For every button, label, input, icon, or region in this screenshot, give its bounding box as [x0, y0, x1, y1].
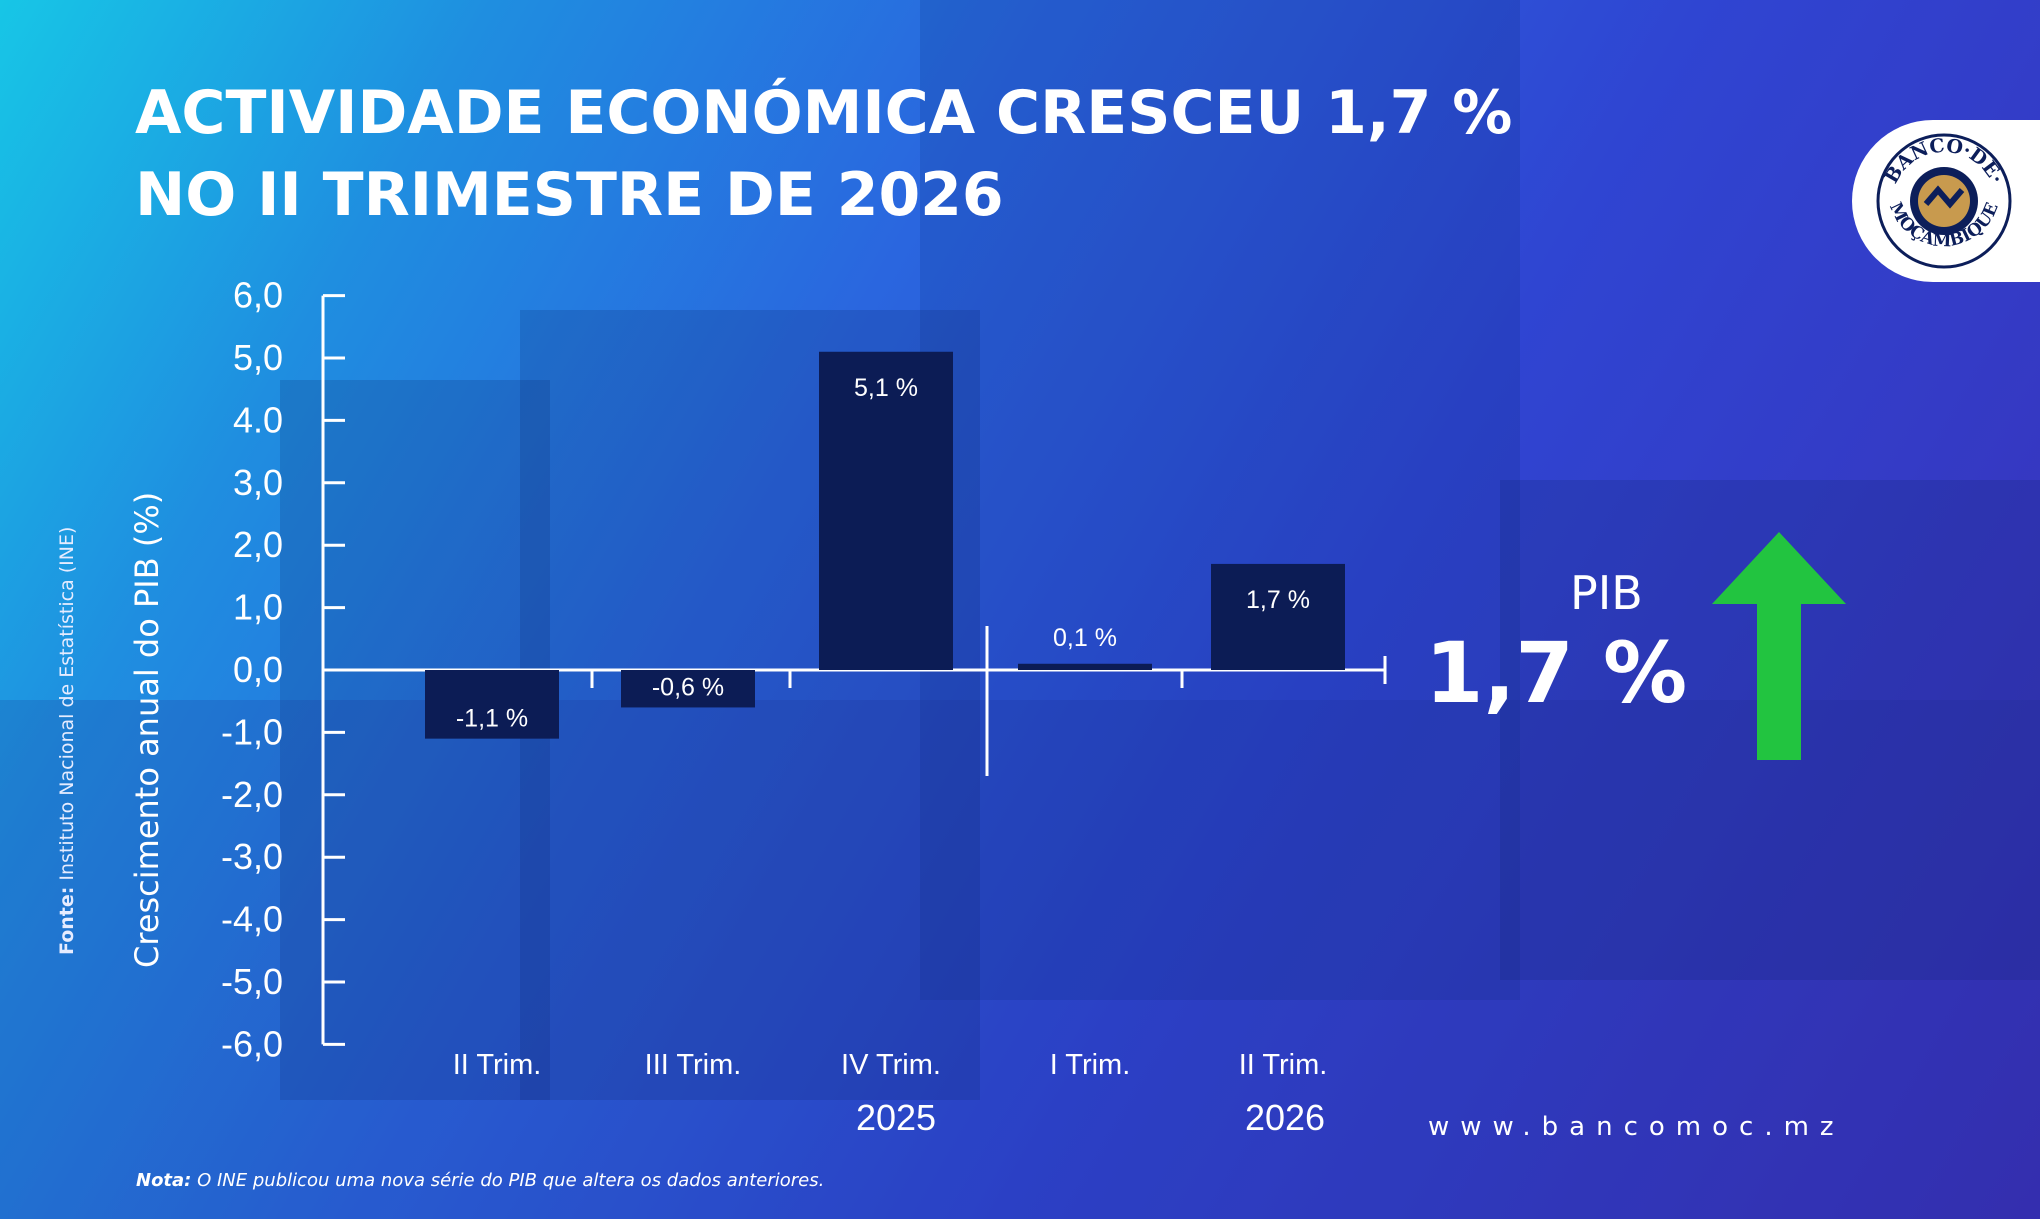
bar: [621, 670, 755, 708]
bar: [1211, 563, 1345, 670]
footnote-text: O INE publicou uma nova série do PIB que…: [191, 1170, 825, 1191]
pib-value: 1,7 %: [1425, 624, 1688, 722]
bar: [1018, 663, 1152, 670]
x-category-label: II Trim.: [1239, 1049, 1328, 1081]
footnote-label: Nota:: [136, 1170, 192, 1191]
footnote: Nota: O INE publicou uma nova série do P…: [136, 1170, 824, 1191]
data-label: 0,1 %: [1053, 624, 1117, 652]
bar: [819, 351, 953, 670]
data-label: -0,6 %: [652, 673, 724, 701]
y-tick-label: 2,0: [233, 524, 283, 565]
website-link[interactable]: www.bancomoc.mz: [1428, 1112, 1845, 1142]
y-tick-label: -4,0: [221, 899, 283, 940]
data-label: 5,1 %: [854, 374, 918, 402]
headline-line-1: ACTIVIDADE ECONÓMICA CRESCEU 1,7 %: [135, 78, 1513, 148]
y-tick-label: -1,0: [221, 711, 283, 752]
y-tick-label: 3,0: [233, 462, 283, 503]
y-tick-label: -5,0: [221, 961, 283, 1002]
headline-line-2: NO II TRIMESTRE DE 2026: [135, 160, 1004, 230]
banco-de-mocambique-logo: BANCO·DE· MOÇAMBIQUE: [1852, 120, 2040, 282]
up-arrow-icon: [1712, 532, 1846, 760]
x-category-label: II Trim.: [453, 1049, 542, 1081]
data-label: -1,1 %: [456, 705, 528, 733]
x-category-label: I Trim.: [1050, 1049, 1131, 1081]
bar: [425, 670, 559, 739]
y-tick-label: 4.0: [233, 399, 283, 440]
data-label: 1,7 %: [1246, 586, 1310, 614]
y-tick-label: 0,0: [233, 649, 283, 690]
x-category-label: III Trim.: [645, 1049, 742, 1081]
y-tick-label: -6,0: [221, 1023, 283, 1064]
y-tick-label: 1,0: [233, 587, 283, 628]
headline: ACTIVIDADE ECONÓMICA CRESCEU 1,7 % NO II…: [135, 72, 1512, 236]
x-category-label: IV Trim.: [841, 1049, 941, 1081]
y-tick-label: -2,0: [221, 774, 283, 815]
y-tick-label: 6,0: [233, 275, 283, 316]
y-tick-label: -3,0: [221, 836, 283, 877]
x-group-label: 2026: [1245, 1097, 1325, 1138]
pib-label: PIB: [1570, 566, 1643, 620]
x-group-label: 2025: [856, 1097, 936, 1138]
y-tick-label: 5,0: [233, 337, 283, 378]
